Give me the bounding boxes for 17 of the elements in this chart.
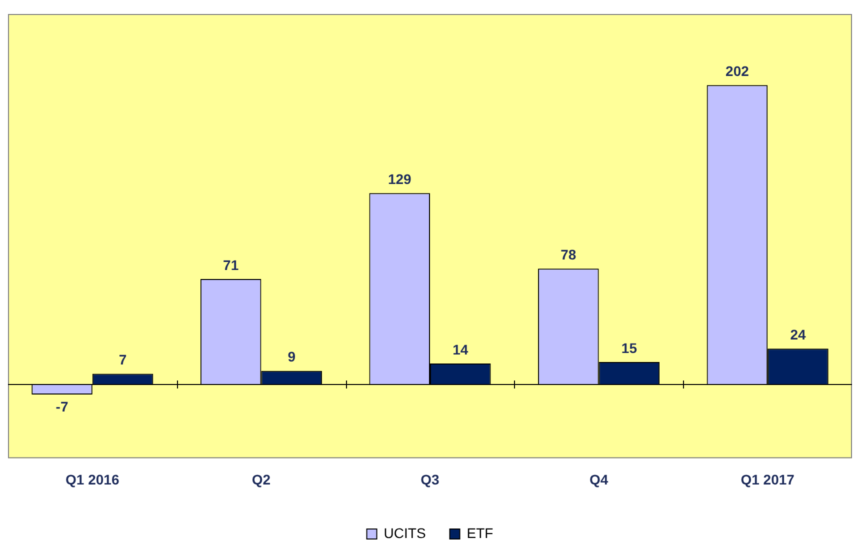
data-label: 71 (223, 256, 239, 273)
x-tick-label: Q4 (589, 471, 608, 488)
x-tick-label: Q1 2017 (740, 471, 795, 488)
data-label: 9 (288, 348, 296, 365)
data-label: 202 (726, 62, 750, 79)
x-tick-label: Q3 (420, 471, 440, 488)
legend-label: ETF (466, 524, 494, 541)
data-label: 7 (118, 352, 127, 368)
x-tick-label: Q1 2016 (66, 471, 120, 488)
data-label: 78 (560, 246, 576, 263)
legend-label: UCITS (384, 524, 426, 541)
data-label: 15 (621, 340, 638, 356)
data-label: -7 (56, 398, 68, 414)
data-label: 24 (790, 326, 806, 342)
data-label: 129 (388, 171, 412, 188)
x-tick-label: Q2 (252, 471, 271, 488)
data-label: 14 (452, 341, 468, 358)
